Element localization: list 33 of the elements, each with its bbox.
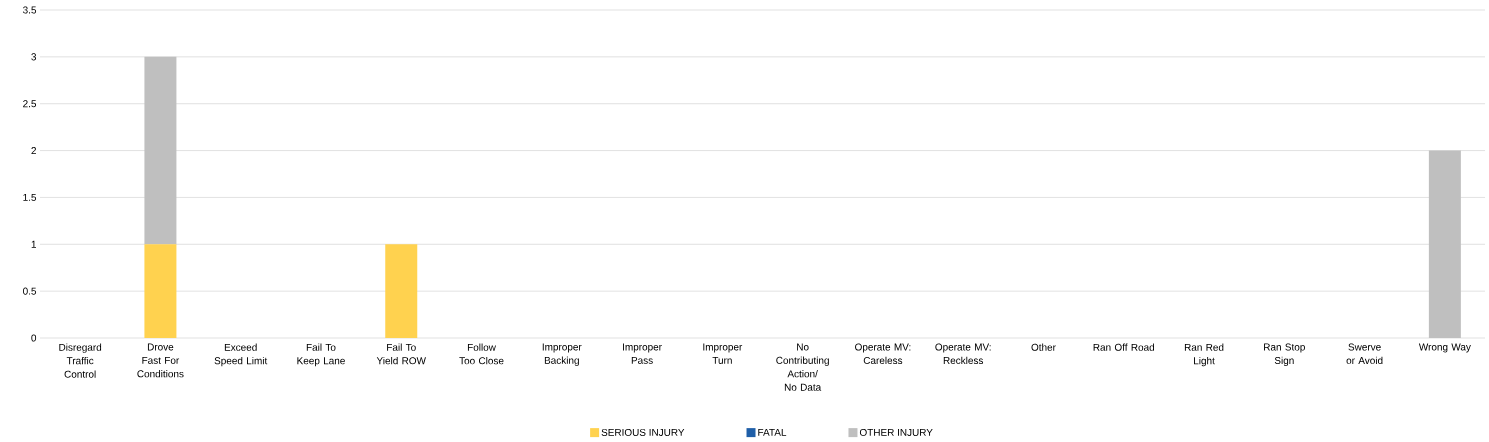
- x-tick-label: Follow Too Close: [459, 343, 504, 365]
- x-tick-label: Improper Turn: [703, 343, 743, 364]
- x-tick-label: Fail To Keep Lane: [297, 343, 345, 367]
- y-tick-label: 0.5: [23, 287, 37, 295]
- y-tick-label: 1: [31, 240, 36, 248]
- x-tick-label: Disregard Traffic Control: [59, 343, 102, 378]
- y-tick-label: 0: [31, 334, 37, 342]
- y-tick-label: 3.5: [23, 6, 37, 14]
- x-tick-label: Operate MV: Reckless: [935, 343, 991, 365]
- x-tick-label: Improper Pass: [623, 343, 662, 364]
- legend-label: FATAL: [758, 428, 787, 436]
- x-tick-label: Drove Fast For Conditions: [137, 343, 184, 378]
- x-tick-label: Wrong Way: [1418, 343, 1471, 353]
- x-tick-label: Ran Stop Sign: [1264, 343, 1305, 366]
- legend-label: OTHER INJURY: [859, 428, 933, 436]
- y-tick-label: 1.5: [23, 193, 37, 201]
- x-tick-label: Ran Red Light: [1184, 343, 1224, 367]
- y-tick-label: 2: [31, 147, 36, 155]
- x-tick-label: Improper Backing: [542, 343, 582, 366]
- y-tick-label: 3: [31, 53, 37, 61]
- x-tick-label: Exceed Speed Limit: [214, 343, 268, 367]
- legend-label: SERIOUS INJURY: [601, 428, 685, 436]
- bar: [385, 244, 418, 338]
- x-tick-label: Other: [1031, 343, 1056, 351]
- bar: [144, 244, 177, 338]
- y-tick-label: 2.5: [23, 100, 37, 108]
- x-tick-label: Fail To Yield ROW: [376, 343, 426, 365]
- x-tick-label: No Contributing Action/ No Data: [776, 343, 829, 391]
- x-tick-label: Operate MV: Careless: [855, 343, 911, 365]
- bar: [144, 56, 177, 245]
- x-tick-label: Ran Off Road: [1093, 343, 1155, 351]
- bar: [1428, 150, 1461, 338]
- x-tick-label: Swerve or Avoid: [1346, 343, 1383, 365]
